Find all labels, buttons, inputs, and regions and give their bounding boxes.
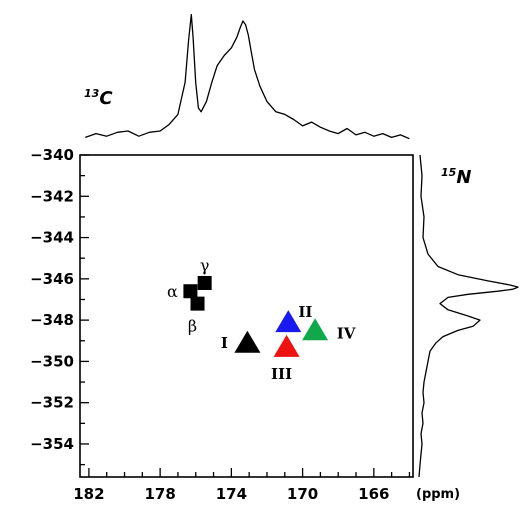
square-marker-label: α bbox=[167, 282, 178, 301]
x-tick-label: 174 bbox=[216, 485, 247, 503]
square-marker bbox=[197, 275, 212, 290]
square-marker bbox=[183, 284, 198, 299]
x-tick-label: 178 bbox=[144, 485, 175, 503]
y-tick-label: −346 bbox=[30, 270, 74, 288]
triangle-marker-label: II bbox=[298, 303, 312, 321]
y-tick-label: −354 bbox=[30, 435, 74, 453]
y-tick-label: −348 bbox=[30, 311, 74, 329]
y-tick-label: −340 bbox=[30, 146, 74, 164]
y-tick-label: −350 bbox=[30, 352, 74, 370]
x-axis-unit-label: (ppm) bbox=[416, 487, 460, 502]
carbon-13-spectrum-trace bbox=[85, 13, 410, 140]
square-marker-label: γ bbox=[200, 256, 210, 275]
triangle-marker bbox=[302, 318, 329, 341]
x-tick-label: 170 bbox=[287, 485, 318, 503]
y-tick-label: −352 bbox=[30, 394, 74, 412]
carbon-13-axis-label: 13C bbox=[84, 87, 113, 109]
nitrogen-15-projection bbox=[418, 154, 519, 478]
square-marker bbox=[190, 296, 205, 311]
nitrogen-15-spectrum-trace bbox=[418, 154, 519, 478]
triangle-marker bbox=[275, 310, 302, 333]
nitrogen-15-mass-number: 15 bbox=[441, 166, 457, 179]
peak-markers bbox=[183, 275, 329, 357]
triangle-marker-label: I bbox=[221, 334, 228, 352]
triangle-marker bbox=[234, 330, 261, 353]
nitrogen-15-symbol: N bbox=[456, 167, 471, 188]
y-axis-tick-labels: −340 −342 −344 −346 −348 −350 −352 −354 bbox=[30, 146, 74, 453]
carbon-13-mass-number: 13 bbox=[84, 87, 100, 100]
x-axis-tick-labels: 182 178 174 170 166 bbox=[73, 485, 389, 503]
triangle-marker bbox=[273, 334, 300, 357]
axis-ticks bbox=[80, 154, 411, 477]
triangle-marker-label: IV bbox=[337, 324, 356, 342]
y-tick-label: −342 bbox=[30, 187, 74, 205]
triangle-marker-label: III bbox=[271, 365, 292, 383]
carbon-13-projection bbox=[85, 13, 410, 140]
plot-frame bbox=[79, 154, 414, 478]
y-tick-label: −344 bbox=[30, 229, 74, 247]
square-marker-label: β bbox=[188, 317, 197, 336]
carbon-13-symbol: C bbox=[99, 88, 113, 109]
x-tick-label: 166 bbox=[358, 485, 389, 503]
x-tick-label: 182 bbox=[73, 485, 104, 503]
nitrogen-15-axis-label: 15N bbox=[441, 166, 471, 188]
